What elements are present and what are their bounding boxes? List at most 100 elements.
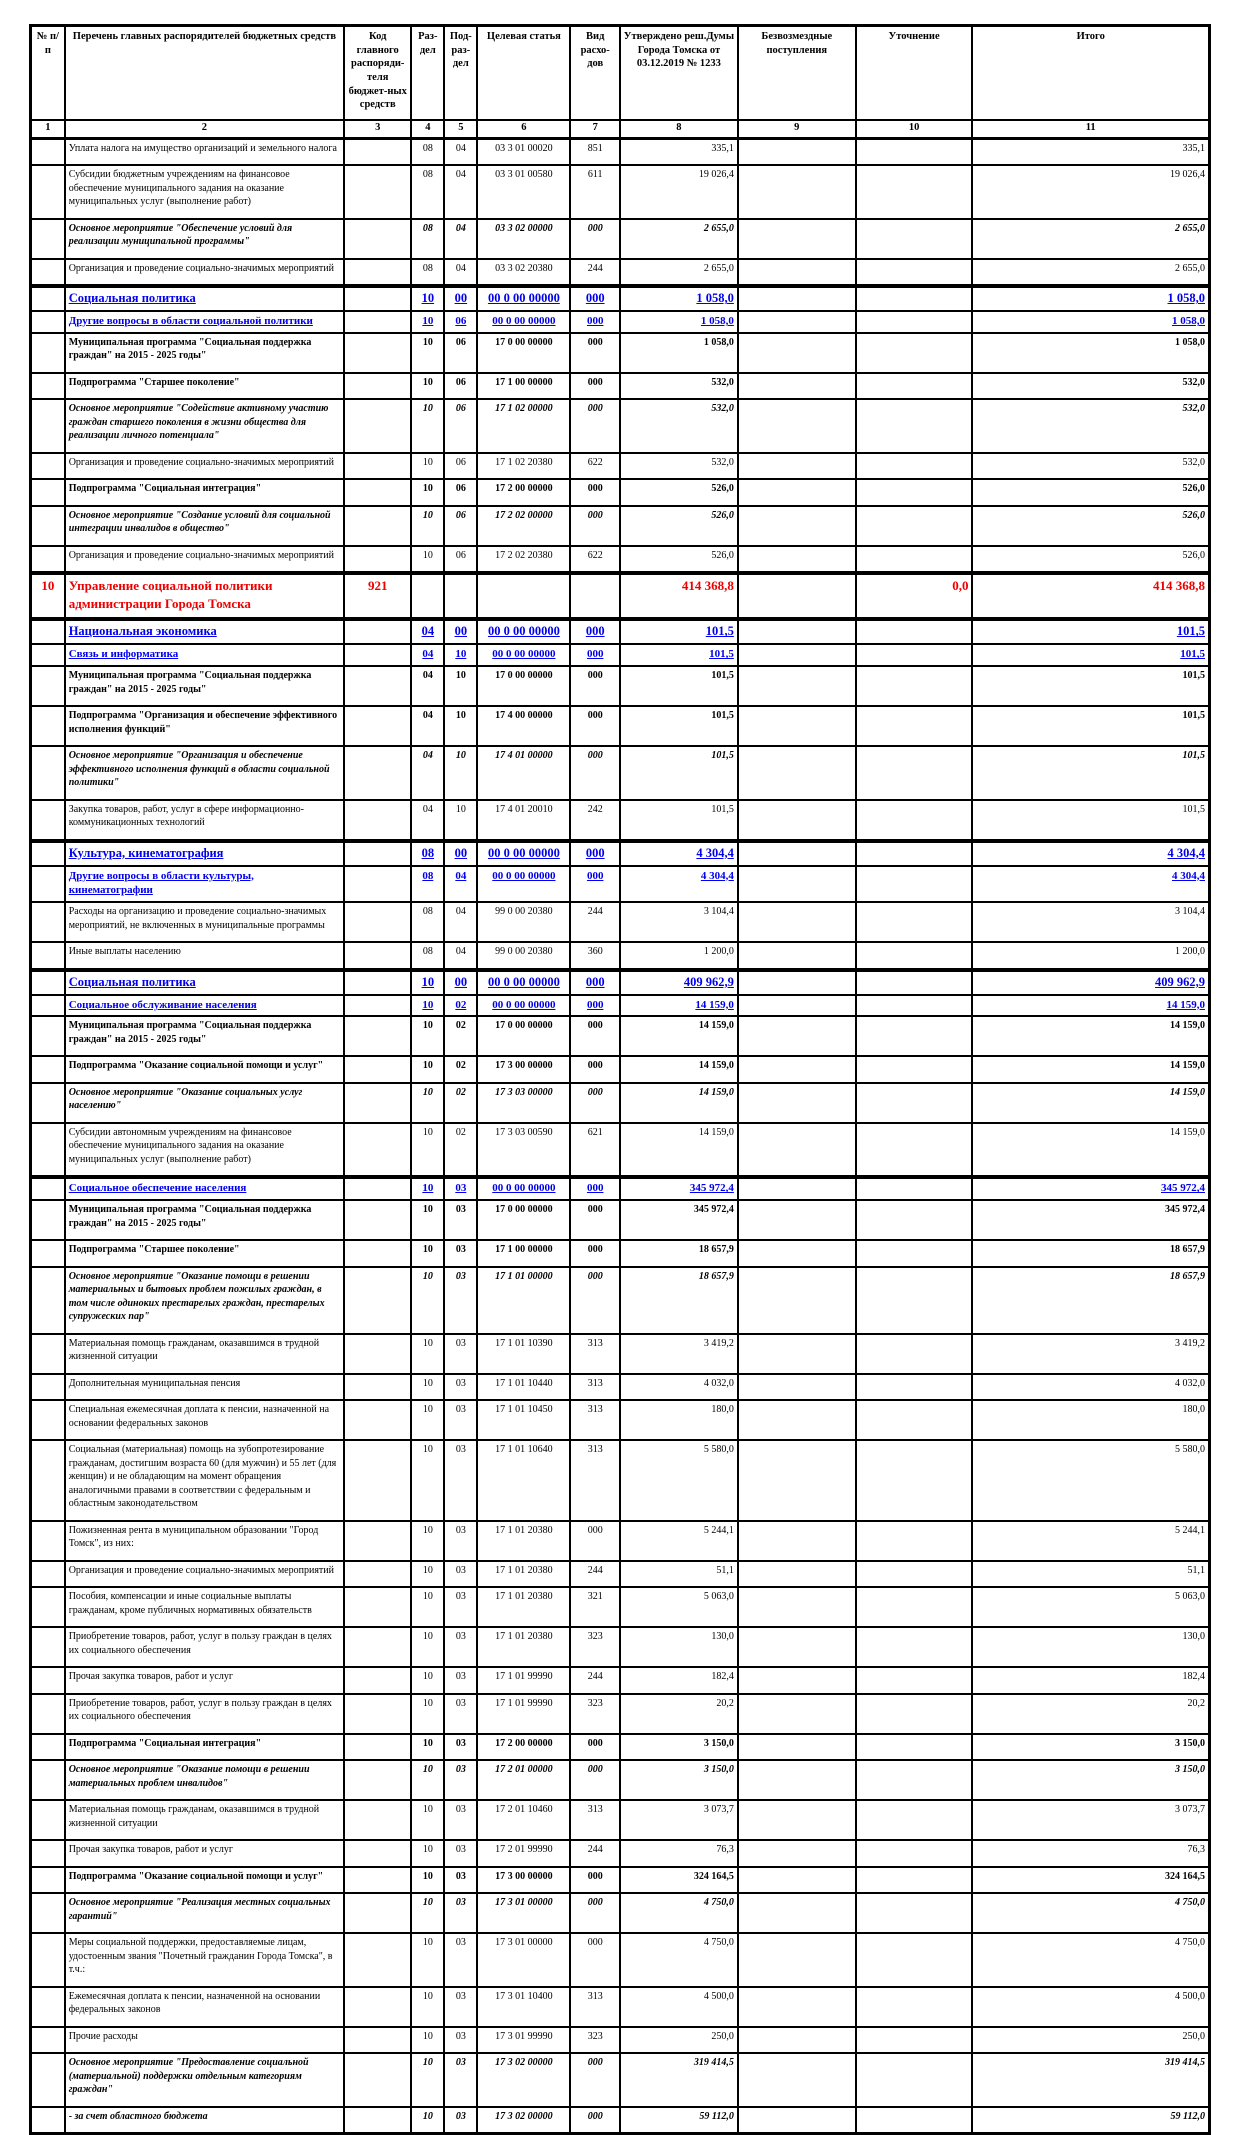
subsection-code-cell: 02 [443,1081,479,1124]
gratuitous-receipts-cell [736,398,857,454]
expense-type-cell [569,571,621,621]
section-code-cell: 10 [410,544,446,575]
column-number-8: 8 [618,118,739,140]
table-row: Иные выплаты населению 08 04 99 0 00 20380 3… [29,941,1211,971]
adjustment-cell [854,2052,974,2108]
section-code-cell: 10 [410,310,446,334]
section-code-cell: 08 [410,257,446,288]
item-name-cell: Основное мероприятие "Обеспечение услови… [63,217,346,260]
adjustment-cell [854,1265,974,1335]
subsection-code-cell: 04 [443,137,479,167]
adjustment-cell [854,1839,974,1868]
grbs-code-cell [343,643,413,668]
target-article-cell: 17 3 01 00000 [476,1932,572,1988]
approved-amount-cell: 130,0 [618,1626,739,1669]
approved-amount-cell: 18 657,9 [618,1265,739,1335]
total-amount-cell: 59 112,0 [971,2105,1211,2135]
gratuitous-receipts-cell [736,1865,857,1895]
table-row: Организация и проведение социально-значи… [29,544,1211,575]
column-number-9: 9 [736,118,857,140]
approved-amount-cell: 20,2 [618,1692,739,1735]
total-amount-cell: 526,0 [971,544,1211,575]
approved-amount-cell: 3 150,0 [618,1732,739,1762]
gratuitous-receipts-cell [736,504,857,547]
total-amount-cell: 532,0 [971,398,1211,454]
row-number-cell [29,617,66,646]
item-name-cell: Другие вопросы в области социальной поли… [63,310,346,334]
gratuitous-receipts-cell [736,1799,857,1842]
item-name-cell: Меры социальной поддержки, предоставляем… [63,1932,346,1988]
table-row: Национальная экономика 04 00 00 0 00 00000 0… [29,617,1211,646]
section-code-cell: 08 [410,838,446,867]
target-article-cell: 03 3 01 00580 [476,164,572,220]
section-code-cell: 10 [410,1055,446,1084]
gratuitous-receipts-cell [736,544,857,575]
adjustment-cell [854,398,974,454]
total-amount-cell: 130,0 [971,1626,1211,1669]
section-code-cell: 10 [410,1692,446,1735]
expense-type-cell: 851 [569,137,621,167]
target-article-cell: 17 0 00 00000 [476,665,572,708]
subsection-code-cell: 06 [443,544,479,575]
column-number-2: 2 [63,118,346,140]
item-name-cell: Материальная помощь гражданам, оказавшим… [63,1332,346,1375]
expense-type-cell: 323 [569,2025,621,2055]
subsection-code-cell: 03 [443,1372,479,1402]
target-article-cell [476,571,572,621]
expense-type-cell: 313 [569,1985,621,2028]
target-article-cell: 00 0 00 00000 [476,967,572,996]
item-name-cell: Управление социальной политики администр… [63,571,346,621]
adjustment-cell [854,1692,974,1735]
approved-amount-cell: 14 159,0 [618,1121,739,1179]
column-header-6: Целевая статья [476,24,572,121]
adjustment-cell [854,1015,974,1058]
row-number-cell [29,257,66,288]
approved-amount-cell: 2 655,0 [618,217,739,260]
table-row: Пожизненная рента в муниципальном образо… [29,1519,1211,1562]
approved-amount-cell: 4 750,0 [618,1892,739,1935]
column-header-10: Уточнение [854,24,974,121]
approved-amount-cell: 250,0 [618,2025,739,2055]
table-row: Основное мероприятие "Содействие активно… [29,398,1211,454]
item-name-cell: Подпрограмма "Оказание социальной помощи… [63,1055,346,1084]
item-name-cell: Организация и проведение социально-значи… [63,544,346,575]
subsection-code-cell: 03 [443,1439,479,1522]
expense-type-cell: 000 [569,2105,621,2135]
column-number-10: 10 [854,118,974,140]
table-row: Подпрограмма "Оказание социальной помощи… [29,1865,1211,1895]
item-name-cell: Социальное обеспечение населения [63,1175,346,1202]
target-article-cell: 17 0 00 00000 [476,331,572,374]
item-name-cell: Организация и проведение социально-значи… [63,1559,346,1589]
item-name-cell: Связь и информатика [63,643,346,668]
grbs-code-cell [343,798,413,842]
table-row: Основное мероприятие "Оказание помощи в … [29,1759,1211,1802]
section-code-cell: 10 [410,967,446,996]
section-code-cell: 10 [410,1892,446,1935]
grbs-code-cell [343,1439,413,1522]
adjustment-cell [854,1626,974,1669]
target-article-cell: 17 1 00 00000 [476,1239,572,1268]
adjustment-cell [854,1372,974,1402]
target-article-cell: 17 1 01 99990 [476,1666,572,1695]
row-number-cell [29,1732,66,1762]
table-row: Уплата налога на имущество организаций и… [29,137,1211,167]
target-article-cell: 17 2 01 00000 [476,1759,572,1802]
subsection-code-cell: 06 [443,310,479,334]
row-number-cell [29,901,66,944]
grbs-code-cell [343,1519,413,1562]
gratuitous-receipts-cell [736,284,857,313]
item-name-cell: Основное мероприятие "Оказание помощи в … [63,1759,346,1802]
row-number-cell [29,1519,66,1562]
gratuitous-receipts-cell [736,643,857,668]
total-amount-cell: 3 150,0 [971,1759,1211,1802]
gratuitous-receipts-cell [736,1892,857,1935]
section-code-cell: 10 [410,1399,446,1442]
total-amount-cell: 4 500,0 [971,1985,1211,2028]
total-amount-cell: 101,5 [971,665,1211,708]
approved-amount-cell: 345 972,4 [618,1175,739,1202]
item-name-cell: Уплата налога на имущество организаций и… [63,137,346,167]
item-name-cell: Муниципальная программа "Социальная подд… [63,1015,346,1058]
column-header-11: Итого [971,24,1211,121]
row-number-cell [29,1559,66,1589]
gratuitous-receipts-cell [736,1015,857,1058]
